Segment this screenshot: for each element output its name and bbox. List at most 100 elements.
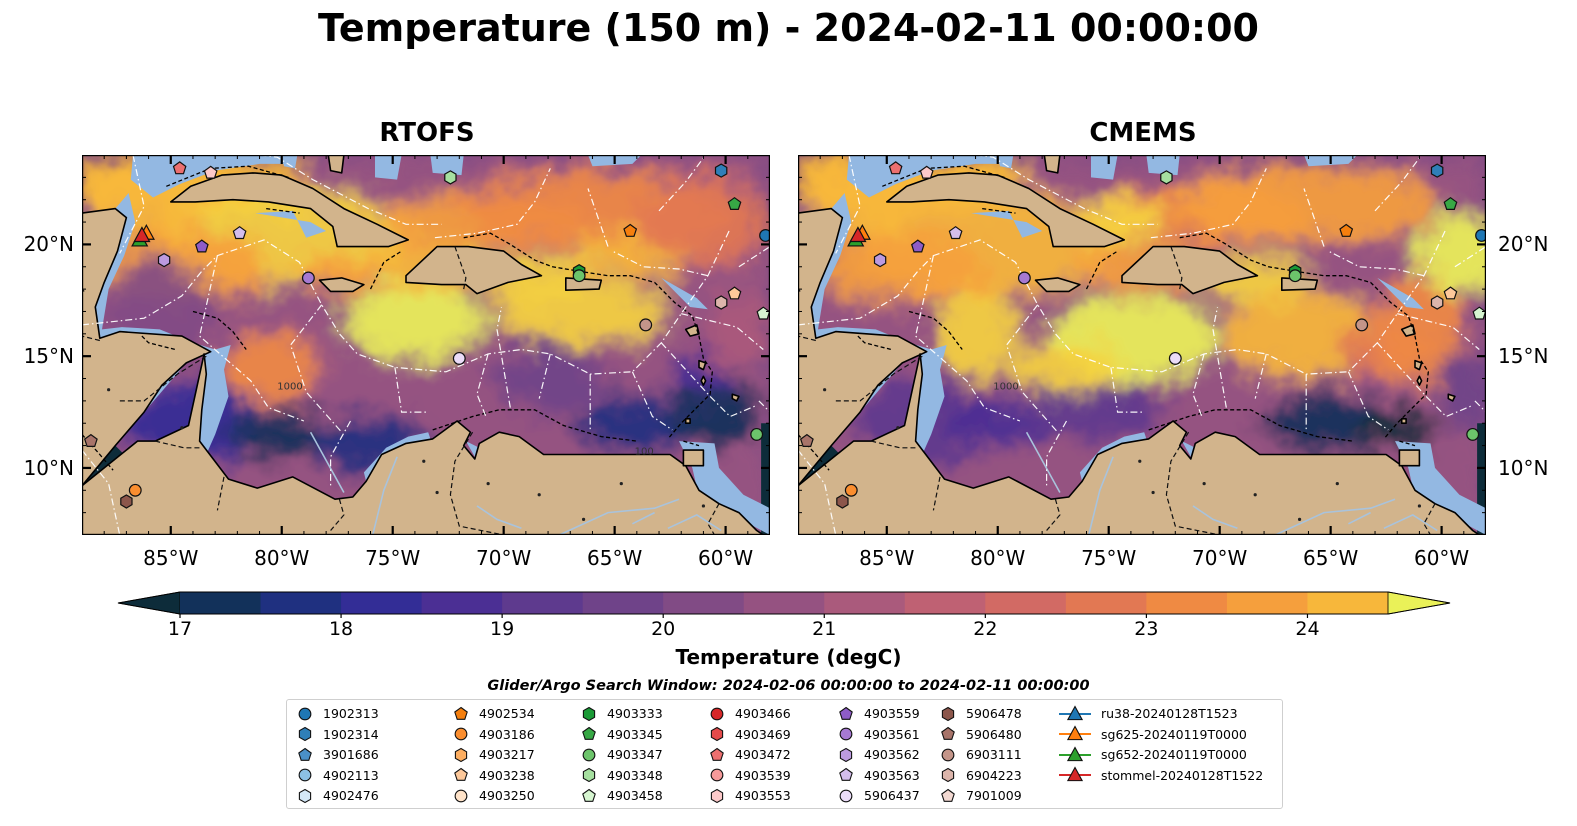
legend-item: 4903186: [451, 724, 535, 745]
legend-item: 4903345: [579, 724, 663, 745]
pentagon-marker-icon: [941, 788, 955, 802]
observation-marker: [756, 306, 770, 320]
observation-marker: [714, 163, 728, 178]
observation-marker: [759, 229, 770, 242]
pentagon-marker-icon: [298, 747, 312, 761]
circle-marker-icon: [454, 727, 468, 741]
pentagon-marker-icon: [582, 726, 596, 740]
legend-item: 4903250: [451, 785, 535, 806]
legend: 1902313 1902314 3901686 4902113 4902476 49025…: [286, 699, 1283, 809]
colorbar-segment: [582, 592, 664, 614]
triangle-marker-icon: [1059, 766, 1091, 782]
legend-item: 5906478: [938, 703, 1022, 724]
contour-label-1000: 1000: [993, 382, 1018, 393]
lon-tick-label: 70°W: [1192, 546, 1248, 570]
pentagon-marker-icon: [454, 706, 468, 720]
observation-marker: [910, 239, 925, 253]
legend-label: 1902314: [323, 726, 379, 742]
observation-marker: [1430, 295, 1444, 310]
panel-title-left: RTOFS: [379, 118, 475, 148]
legend-label: stommel-20240128T1522: [1101, 767, 1264, 783]
colorbar-extend-high: [1387, 591, 1451, 615]
legend-item: sg652-20240119T0000: [1057, 744, 1247, 765]
legend-item: sg625-20240119T0000: [1057, 724, 1247, 745]
lon-tick-label: 60°W: [1413, 546, 1470, 570]
observation-marker: [1339, 223, 1354, 237]
legend-label: 4903238: [479, 767, 535, 783]
observation-marker: [1475, 229, 1486, 242]
legend-label: 3901686: [323, 747, 379, 763]
observation-marker: [157, 252, 171, 268]
observation-marker: [128, 483, 142, 497]
colorbar-segment: [502, 592, 584, 614]
observation-marker: [301, 271, 315, 285]
legend-item: 4903563: [836, 765, 920, 786]
legend-label: 4903458: [607, 788, 663, 804]
legend-item: 4903559: [836, 703, 920, 724]
colorbar-segment: [1146, 592, 1228, 614]
observation-marker: [1466, 427, 1480, 441]
observation-marker: [750, 427, 764, 441]
colorbar-segment: [1307, 592, 1389, 614]
circle-marker-icon: [298, 768, 312, 782]
legend-item: 4903347: [579, 744, 663, 765]
hexagon-marker-icon: [298, 788, 312, 804]
lat-tick-label: 15°N: [23, 344, 74, 369]
circle-marker-icon: [710, 707, 724, 720]
legend-item: 4903553: [707, 785, 791, 806]
lon-tick-label: 80°W: [254, 546, 310, 570]
contour-label-100: 100: [635, 447, 654, 458]
pentagon-marker-icon: [941, 726, 955, 740]
observation-marker: [849, 226, 867, 243]
circle-marker-icon: [454, 789, 468, 803]
pentagon-marker-icon: [839, 768, 853, 782]
lat-tick-label: 10°N: [1498, 455, 1549, 480]
lat-tick-label: 15°N: [1498, 344, 1549, 369]
pentagon-marker-icon: [710, 747, 724, 761]
observation-marker: [799, 433, 814, 447]
legend-label: 4903217: [479, 747, 535, 763]
legend-item: 4903217: [451, 744, 535, 765]
legend-item: 4903539: [707, 765, 791, 786]
lon-tick-label: 70°W: [476, 546, 532, 570]
circle-marker-icon: [839, 789, 853, 803]
legend-item: 7901009: [938, 785, 1022, 806]
legend-item: 4903472: [707, 744, 791, 765]
observation-marker: [639, 318, 653, 332]
colorbar-tick-label: 24: [1295, 618, 1320, 640]
hexagon-marker-icon: [298, 726, 312, 742]
colorbar-segment: [180, 592, 262, 614]
hexagon-marker-icon: [582, 768, 596, 783]
legend-item: 4903469: [707, 724, 791, 745]
triangle-marker-icon: [1059, 725, 1091, 741]
legend-item: 6903111: [938, 744, 1022, 765]
legend-label: 4903539: [735, 767, 791, 783]
legend-item: 5906437: [836, 785, 920, 806]
legend-item: ru38-20240128T1523: [1057, 703, 1238, 724]
legend-label: ru38-20240128T1523: [1101, 706, 1238, 721]
legend-item: 4903348: [579, 765, 663, 786]
lon-tick-label: 65°W: [587, 546, 643, 570]
legend-item: 6904223: [938, 765, 1022, 786]
colorbar-segment: [421, 592, 503, 614]
legend-item: 1902313: [295, 703, 379, 724]
legend-label: 5906480: [966, 726, 1022, 742]
lon-tick-label: 60°W: [697, 546, 754, 570]
legend-label: sg625-20240119T0000: [1101, 726, 1247, 742]
legend-label: 4903561: [864, 726, 920, 742]
legend-label: 5906437: [864, 788, 920, 804]
page-title: Temperature (150 m) - 2024-02-11 00:00:0…: [317, 6, 1259, 50]
legend-label: 7901009: [966, 788, 1022, 804]
colorbar-tick-label: 18: [328, 618, 354, 640]
colorbar-segment: [260, 592, 342, 614]
legend-label: 5906478: [966, 706, 1022, 721]
legend-label: 4903469: [735, 726, 791, 742]
lon-tick-label: 75°W: [365, 546, 421, 570]
observation-marker: [572, 269, 586, 283]
observation-marker: [1443, 286, 1458, 300]
colorbar-tick-label: 21: [812, 618, 837, 640]
observation-marker: [623, 223, 638, 237]
legend-item: 5906480: [938, 724, 1022, 745]
colorbar-segment: [904, 592, 986, 614]
legend-label: 6903111: [966, 747, 1022, 763]
